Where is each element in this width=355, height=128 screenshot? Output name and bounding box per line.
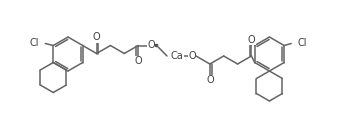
- Text: O: O: [147, 40, 155, 51]
- Text: Cl: Cl: [297, 38, 307, 47]
- Text: O: O: [206, 75, 214, 85]
- Text: O: O: [93, 33, 100, 42]
- Text: O: O: [134, 56, 142, 67]
- Text: O: O: [188, 51, 196, 61]
- Text: Ca: Ca: [171, 51, 184, 61]
- Text: O: O: [248, 35, 255, 45]
- Text: Cl: Cl: [30, 38, 39, 47]
